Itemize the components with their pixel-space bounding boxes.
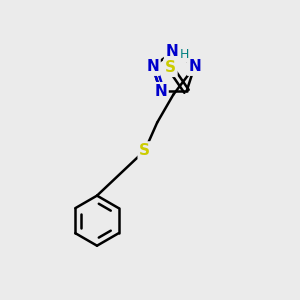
Text: S: S: [165, 60, 176, 75]
Text: N: N: [154, 84, 167, 99]
Text: S: S: [139, 143, 150, 158]
Text: N: N: [188, 59, 201, 74]
Text: N: N: [166, 44, 178, 59]
Text: N: N: [146, 59, 159, 74]
Text: H: H: [180, 48, 189, 62]
